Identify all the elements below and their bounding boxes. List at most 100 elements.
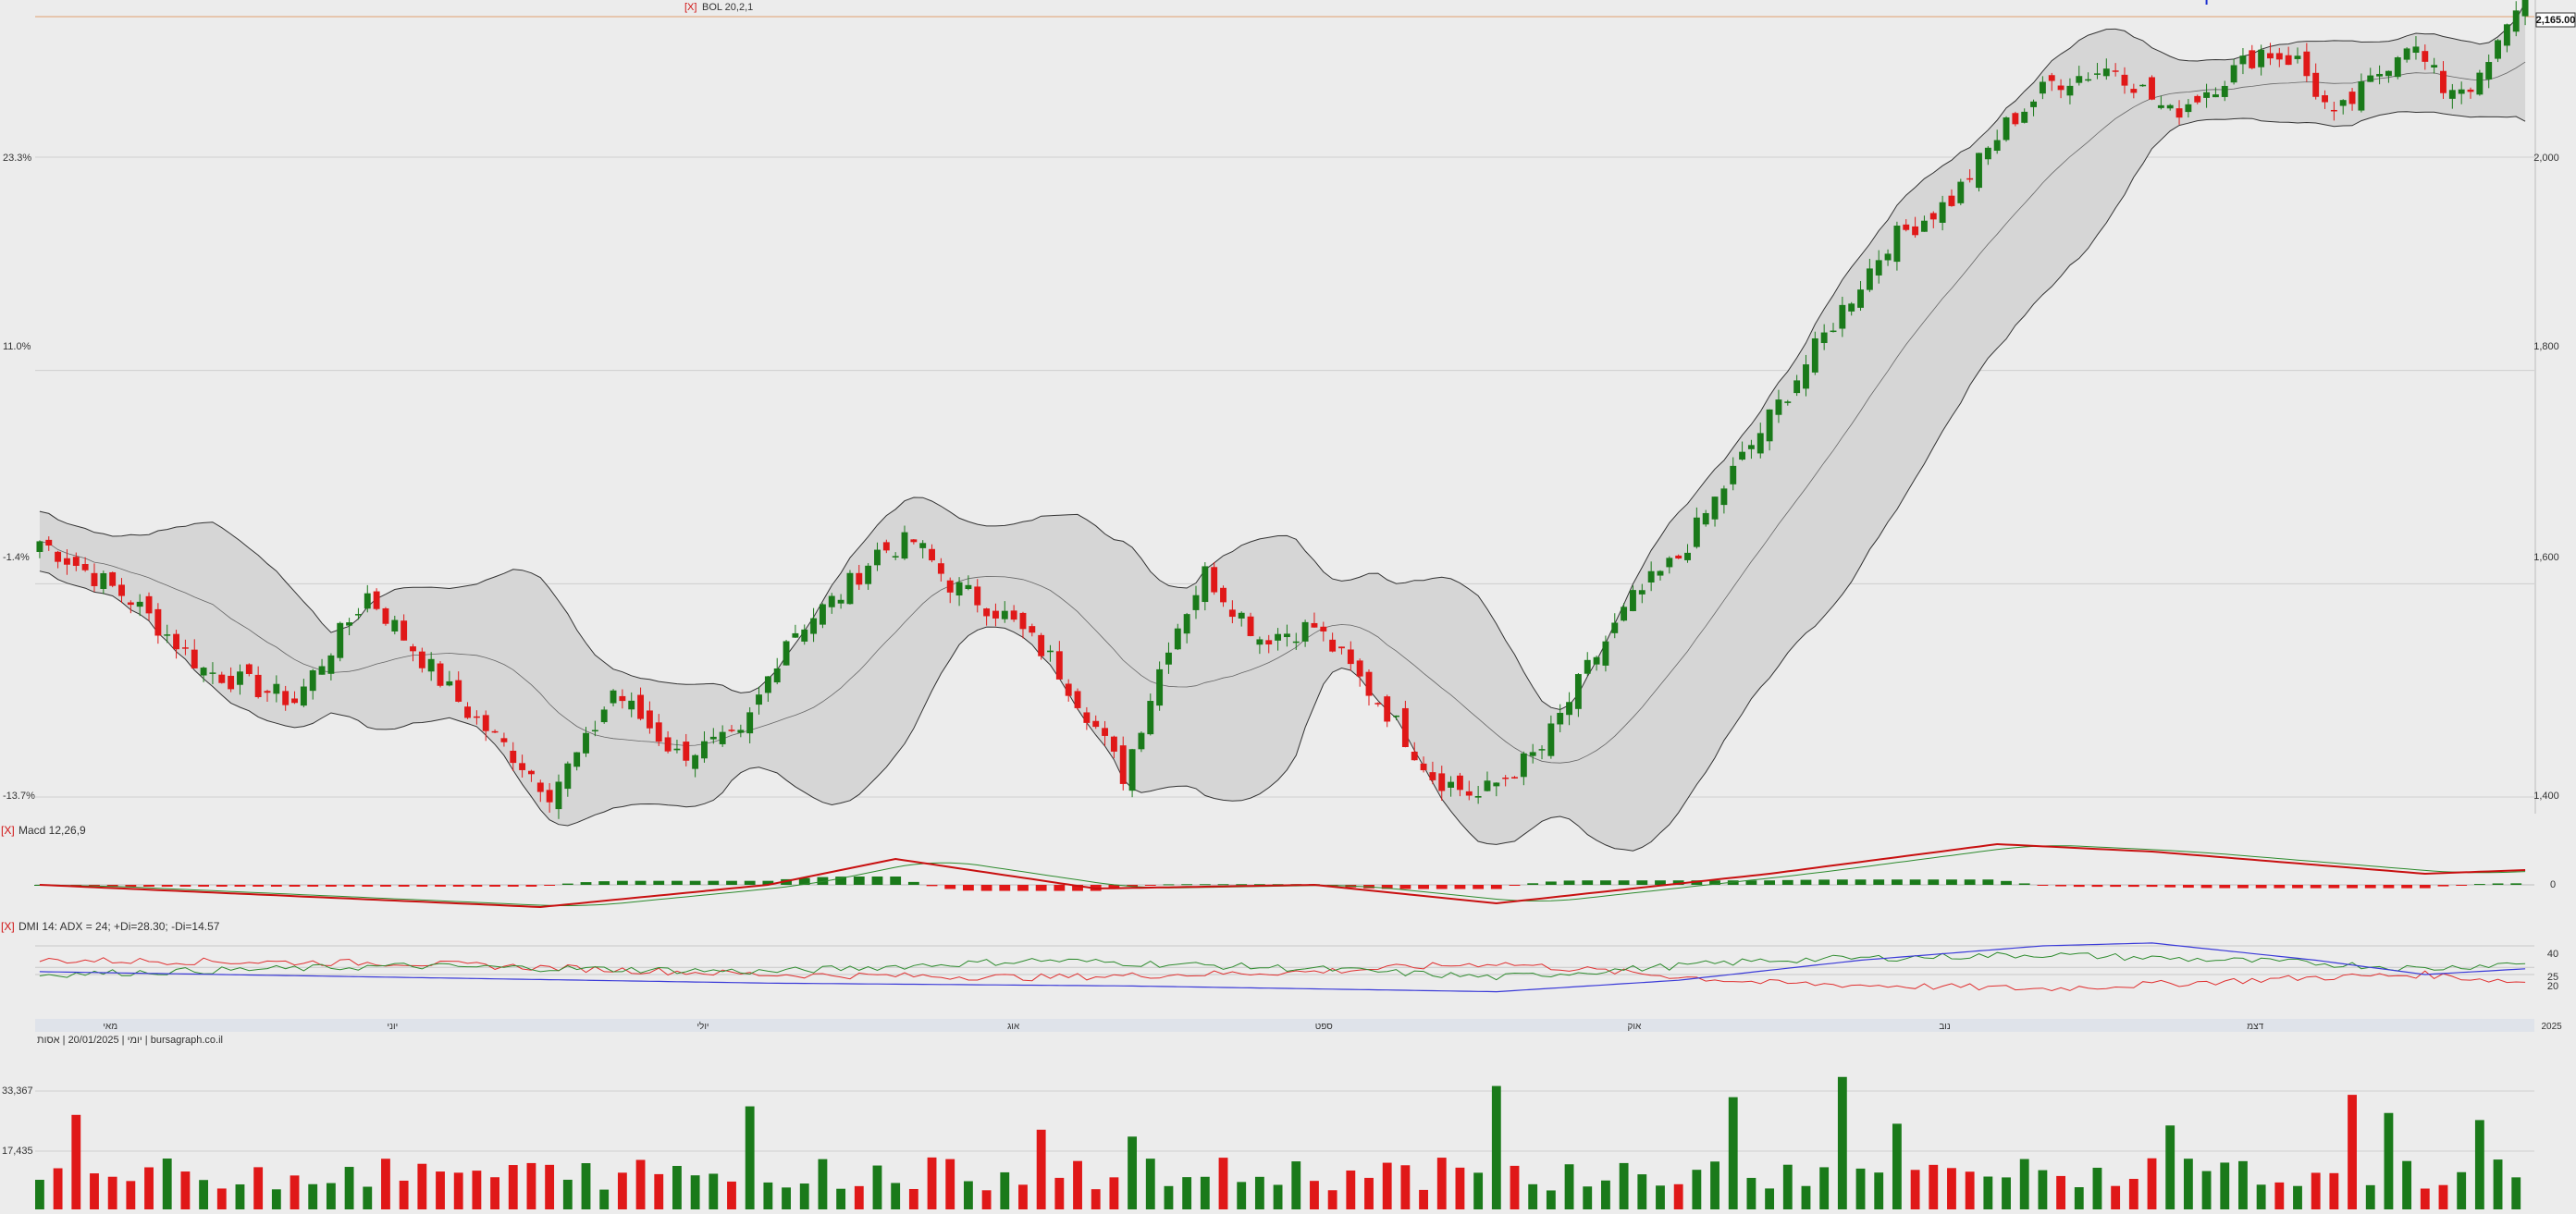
candle-body [2275, 53, 2283, 60]
volume-bar [1601, 1180, 1610, 1209]
volume-bar [2165, 1125, 2175, 1209]
candle-body [1720, 488, 1728, 506]
volume-bar [126, 1181, 136, 1209]
candle-body [91, 572, 98, 586]
macd-histogram-bar [1473, 885, 1485, 889]
volume-axis-high: 33,367 [2, 1085, 33, 1097]
month-label: נוב [1939, 1022, 1951, 1032]
candle-body [683, 742, 690, 761]
candle-body [937, 563, 944, 574]
volume-bar [1237, 1182, 1247, 1209]
macd-close-marker[interactable]: [X] [1, 824, 15, 837]
candle-body [1038, 634, 1045, 656]
bollinger-close-marker[interactable]: [X] [684, 2, 696, 13]
macd-line [39, 842, 2526, 909]
candle-body [373, 591, 380, 609]
volume-bar [35, 1180, 44, 1209]
macd-histogram-bar [1072, 885, 1083, 891]
macd-histogram-bar [817, 877, 829, 885]
candle-body [327, 655, 335, 674]
candle-body [2312, 72, 2320, 97]
candle-body [1593, 656, 1600, 665]
candle-body [191, 649, 198, 668]
candle-body [591, 730, 598, 732]
macd-histogram-bar [1054, 885, 1066, 891]
macd-histogram-bar [1545, 881, 1557, 885]
candle-body [882, 542, 890, 551]
candle-body [382, 607, 389, 624]
candle-body [2403, 48, 2410, 60]
macd-histogram-bar [1527, 883, 1539, 885]
macd-histogram-bar [452, 885, 464, 887]
volume-bar [508, 1165, 518, 1209]
candle-body [1474, 795, 1482, 798]
candle-body [2503, 24, 2510, 46]
dmi-close-marker[interactable]: [X] [1, 920, 15, 933]
candle-body [1055, 651, 1063, 680]
macd-histogram-bar [198, 885, 210, 887]
volume-bar [562, 1179, 573, 1209]
macd-histogram-bar [963, 885, 974, 891]
candle-body [1602, 641, 1609, 666]
volume-bar [1874, 1172, 1884, 1209]
macd-histogram-bar [234, 885, 246, 887]
candle-body [1830, 330, 1837, 333]
candle-body [737, 730, 745, 733]
candle-body [318, 666, 326, 675]
candle-body [2203, 92, 2211, 98]
macd-histogram-bar [926, 885, 938, 887]
volume-bar [1036, 1129, 1046, 1209]
dmi-level-20: 20 [2547, 981, 2558, 992]
candle-body [491, 730, 499, 733]
candle-body [237, 671, 243, 685]
candle-body [2521, 0, 2529, 17]
volume-bar [690, 1175, 700, 1209]
candle-body [1566, 702, 1573, 716]
candle-body [218, 674, 226, 683]
candle-body [1092, 720, 1100, 728]
candle-body [792, 632, 799, 638]
macd-histogram-bar [2182, 885, 2194, 889]
macd-histogram-bar [689, 880, 701, 885]
volume-bar [1546, 1190, 1556, 1209]
candle-body [583, 732, 589, 754]
candle-body [1174, 628, 1181, 650]
candle-body [1693, 517, 1700, 547]
candle-body [1557, 712, 1564, 725]
bollinger-fill [39, 2, 2526, 852]
candle-body [955, 582, 963, 596]
candle-body [2495, 40, 2501, 59]
candle-body [1547, 723, 1555, 756]
candle-body [546, 790, 553, 803]
macd-histogram-bar [744, 880, 756, 885]
candle-body [2166, 104, 2174, 109]
candle-body [2230, 65, 2237, 83]
macd-histogram-bar [2073, 885, 2085, 888]
macd-histogram-bar [2437, 885, 2449, 887]
volume-bar [1436, 1158, 1447, 1209]
macd-histogram-bar [1381, 885, 1393, 889]
volume-bar [891, 1183, 901, 1209]
macd-histogram-bar [726, 880, 737, 885]
candle-body [1365, 671, 1373, 696]
candle-body [628, 700, 635, 710]
volume-bar [818, 1159, 828, 1209]
volume-bar [490, 1177, 499, 1209]
volume-bar [1109, 1177, 1119, 1209]
candle-body [1192, 595, 1200, 610]
candle-body [1211, 567, 1218, 593]
macd-histogram-bar [1127, 885, 1138, 887]
macd-histogram-bar [616, 880, 628, 885]
candle-body [2458, 89, 2465, 94]
candle-body [391, 619, 399, 632]
candle-body [1356, 660, 1363, 677]
candle-body [1511, 777, 1518, 779]
candle-body [1393, 715, 1399, 717]
macd-zero-label: 0 [2550, 879, 2556, 890]
volume-bar [1346, 1170, 1356, 1209]
volume-bar [399, 1180, 409, 1209]
candle-body [1657, 570, 1664, 576]
candle-body [1966, 178, 1974, 180]
candle-body [2212, 94, 2219, 98]
